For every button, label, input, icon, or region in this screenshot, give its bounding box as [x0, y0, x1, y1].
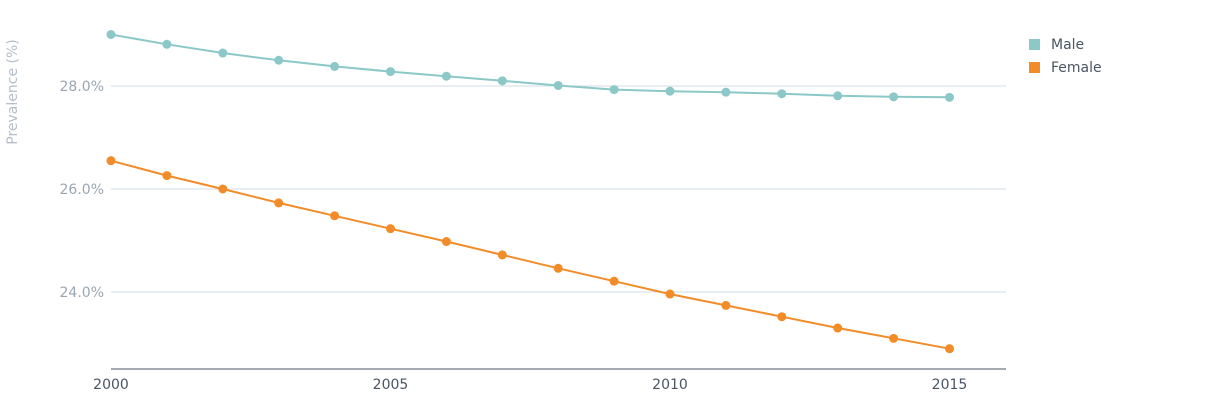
x-axis-ticks: 2000 2005 2010 2015 [93, 377, 967, 393]
data-point-female[interactable] [889, 333, 899, 343]
data-point-male[interactable] [721, 87, 731, 97]
data-point-male[interactable] [777, 89, 787, 99]
legend-label-male: Male [1051, 36, 1085, 53]
legend-item-female[interactable]: Female [1029, 56, 1102, 79]
y-axis-ticks: 24.0% 26.0% 28.0% [60, 79, 104, 301]
data-point-male[interactable] [274, 55, 284, 65]
data-point-male[interactable] [106, 30, 116, 39]
grid-lines [111, 85, 1006, 293]
data-point-male[interactable] [497, 76, 507, 86]
data-point-male[interactable] [889, 92, 899, 102]
legend-swatch-female [1029, 62, 1040, 73]
data-point-male[interactable] [609, 85, 619, 95]
x-tick-label: 2010 [652, 377, 688, 393]
data-point-female[interactable] [274, 198, 284, 208]
data-point-male[interactable] [945, 92, 954, 102]
legend-item-male[interactable]: Male [1029, 33, 1102, 56]
y-tick-label: 28.0% [60, 79, 104, 95]
data-point-male[interactable] [665, 86, 675, 96]
y-tick-label: 24.0% [60, 285, 104, 301]
data-point-female[interactable] [386, 224, 395, 234]
data-point-female[interactable] [441, 237, 451, 247]
data-point-male[interactable] [833, 91, 843, 101]
legend-label-female: Female [1051, 59, 1102, 76]
series-line-male [110, 33, 950, 99]
x-tick-label: 2015 [932, 377, 968, 393]
x-tick-label: 2005 [373, 377, 409, 393]
data-point-female[interactable] [945, 344, 954, 354]
legend-swatch-male [1029, 39, 1040, 50]
data-point-male[interactable] [162, 39, 172, 49]
data-point-male[interactable] [386, 67, 395, 77]
series-lines [106, 30, 954, 354]
legend: Male Female [1029, 33, 1102, 79]
data-point-female[interactable] [106, 156, 116, 166]
x-tick-label: 2000 [93, 377, 129, 393]
series-line-female [110, 159, 950, 350]
data-point-male[interactable] [330, 61, 340, 71]
data-point-female[interactable] [553, 263, 563, 273]
data-point-male[interactable] [218, 48, 228, 58]
data-point-female[interactable] [777, 312, 787, 322]
y-axis-label: Prevalence (%) [5, 39, 21, 145]
data-point-female[interactable] [665, 289, 675, 299]
data-point-female[interactable] [833, 323, 843, 333]
data-point-female[interactable] [609, 276, 619, 286]
data-point-male[interactable] [441, 71, 451, 81]
data-point-female[interactable] [162, 171, 172, 181]
data-point-female[interactable] [218, 184, 228, 194]
data-point-female[interactable] [497, 250, 507, 260]
data-point-female[interactable] [721, 300, 731, 310]
y-tick-label: 26.0% [60, 182, 104, 198]
data-point-male[interactable] [553, 80, 563, 90]
data-point-female[interactable] [330, 211, 340, 221]
